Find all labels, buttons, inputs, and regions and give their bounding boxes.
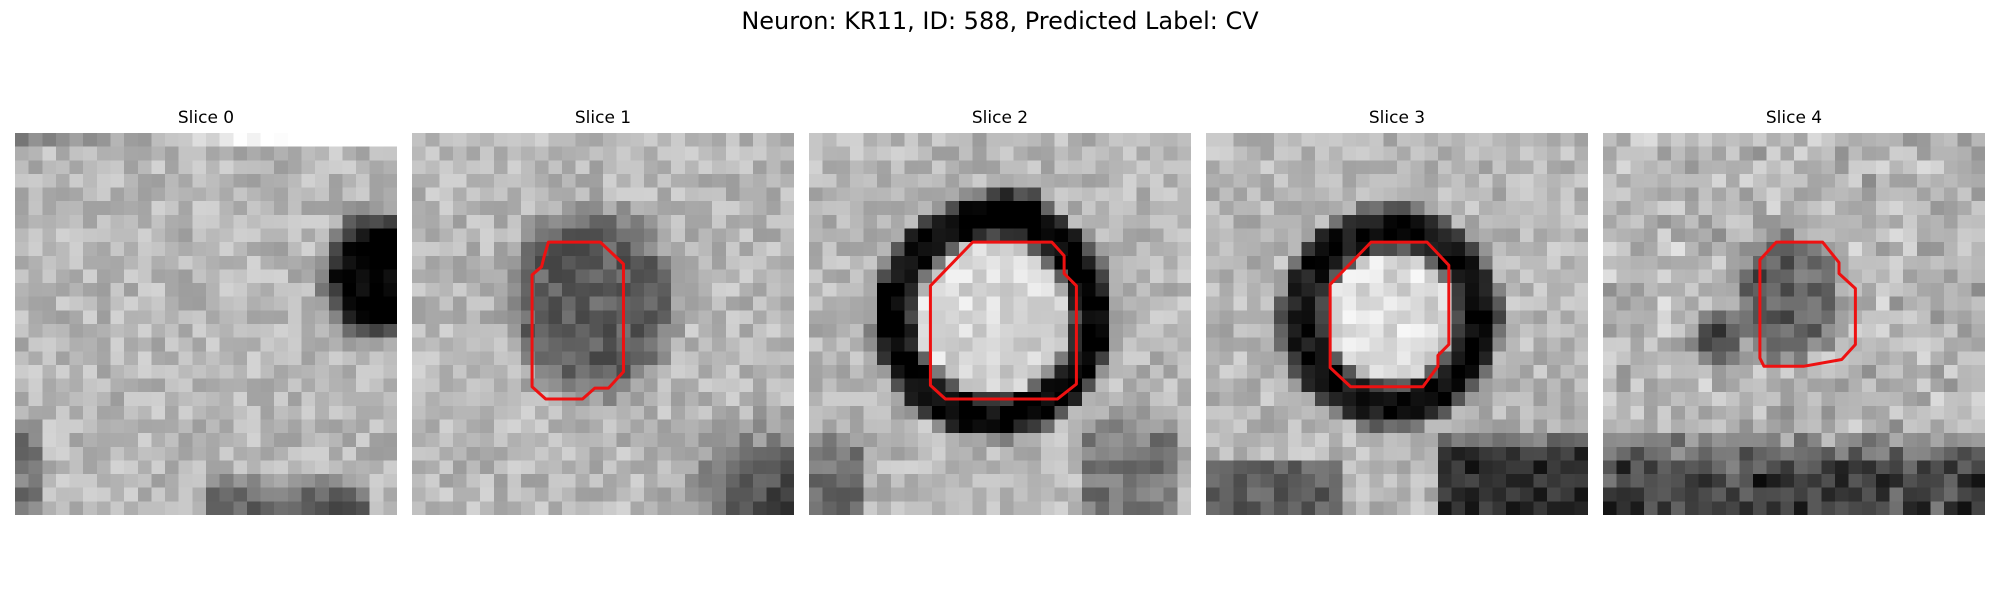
slice-title-1: Slice 1	[574, 108, 632, 128]
slice-pixels-2	[809, 133, 1191, 515]
roi-contour	[1758, 240, 1857, 368]
figure-title: Neuron: KR11, ID: 588, Predicted Label: …	[741, 7, 1259, 35]
slice-title-3: Slice 3	[1368, 108, 1426, 128]
contour-overlay-2	[928, 240, 1078, 401]
slice-title-4: Slice 4	[1765, 108, 1823, 128]
slice-panel-1: Slice 1	[412, 108, 794, 515]
roi-contour	[928, 240, 1078, 401]
slice-panel-2: Slice 2	[809, 108, 1191, 515]
slice-image-1	[412, 133, 794, 515]
slice-panel-4: Slice 4	[1603, 108, 1985, 515]
slice-pixels-4	[1603, 133, 1985, 515]
contour-overlay-3	[1328, 240, 1451, 389]
slice-panel-0: Slice 0	[15, 108, 397, 515]
slice-pixels-1	[412, 133, 794, 515]
roi-contour	[1328, 240, 1451, 389]
slice-pixels-0	[15, 133, 397, 515]
roi-contour	[530, 240, 625, 401]
slice-image-0	[15, 133, 397, 515]
slice-panel-3: Slice 3	[1206, 108, 1588, 515]
slice-image-4	[1603, 133, 1985, 515]
slice-title-0: Slice 0	[177, 108, 235, 128]
slice-title-2: Slice 2	[971, 108, 1029, 128]
slice-pixels-3	[1206, 133, 1588, 515]
contour-overlay-4	[1758, 240, 1857, 368]
slice-image-2	[809, 133, 1191, 515]
slice-image-3	[1206, 133, 1588, 515]
contour-overlay-1	[530, 240, 625, 401]
